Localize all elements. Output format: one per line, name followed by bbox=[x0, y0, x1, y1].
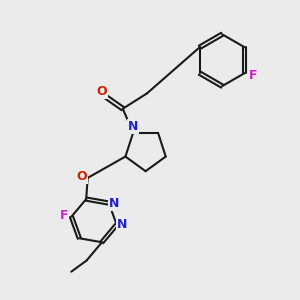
Text: N: N bbox=[109, 196, 119, 210]
Text: N: N bbox=[128, 120, 138, 133]
Text: N: N bbox=[117, 218, 127, 231]
Text: O: O bbox=[96, 85, 107, 98]
Text: F: F bbox=[60, 209, 68, 222]
Text: O: O bbox=[76, 170, 86, 183]
Text: F: F bbox=[249, 69, 257, 82]
